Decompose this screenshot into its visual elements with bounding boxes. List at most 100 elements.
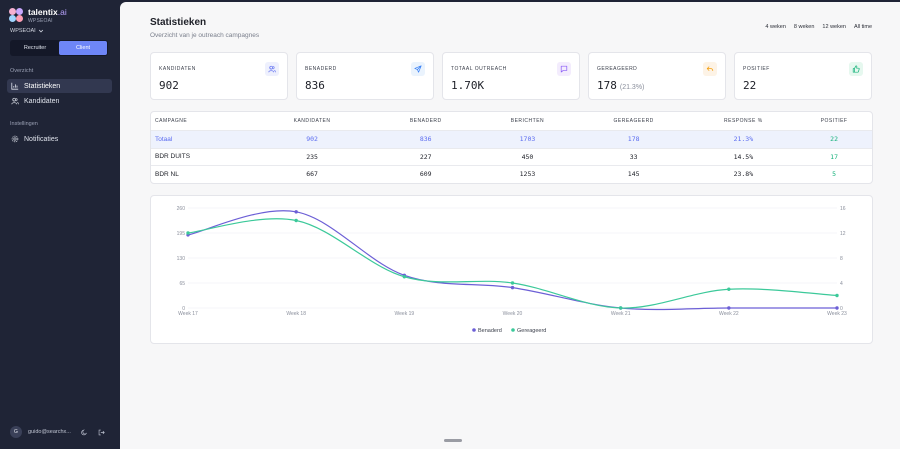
data-point-benaderd — [510, 285, 515, 290]
data-point-gereageerd — [835, 293, 839, 298]
x-tick-label: Week 21 — [611, 311, 631, 317]
table-cell: Totaal — [155, 135, 173, 143]
table-cell: 235 — [306, 152, 318, 161]
sidebar-section-settings: Instellingen — [10, 121, 38, 127]
data-point-benaderd — [294, 210, 298, 214]
data-point-gereageerd — [618, 306, 623, 310]
avatar[interactable]: G — [10, 426, 22, 438]
range-12-weken[interactable]: 12 weken — [822, 24, 846, 30]
legend-label: Gereageerd — [517, 328, 546, 334]
brand[interactable]: talentix.ai WPSEOAI — [9, 8, 67, 24]
column-header[interactable]: BENADERD — [409, 118, 442, 124]
y-right-tick-label: 4 — [840, 281, 843, 287]
y-left-tick-label: 260 — [177, 206, 186, 212]
series-line-benaderd — [187, 210, 837, 311]
sidebar-item-statistieken[interactable]: Statistieken — [7, 79, 112, 93]
sidebar-item-label: Statistieken — [24, 82, 61, 90]
table-row[interactable]: BDR NL 667 609 1253 145 23.8% 5 — [151, 165, 872, 183]
table-cell: 17 — [830, 152, 838, 161]
range-all-time[interactable]: All time — [853, 24, 872, 30]
stat-card-label: KANDIDATEN — [159, 66, 196, 72]
thumbs-up-icon — [849, 62, 863, 76]
series-line-gereageerd — [187, 218, 838, 309]
workspace-select[interactable]: WPSEOAI — [10, 28, 44, 34]
x-tick-label: Week 17 — [178, 311, 198, 317]
sidebar-section-overview: Overzicht — [10, 68, 34, 74]
users-icon — [265, 62, 279, 76]
data-point-gereageerd — [727, 287, 731, 291]
table-cell: 23.8% — [733, 170, 754, 179]
range-4-weken[interactable]: 4 weken — [765, 24, 786, 30]
table-row[interactable]: BDR DUITS 235 227 450 33 14.5% 17 — [151, 147, 872, 166]
client-toggle-button[interactable]: Client — [59, 41, 107, 55]
table-cell: 21.3% — [733, 135, 754, 144]
stat-card-benaderd: BENADERD 836 — [296, 52, 434, 100]
moon-icon[interactable] — [81, 429, 88, 436]
stat-card-gereageerd: GEREAGEERD 178 (21.3%) — [588, 52, 726, 100]
user-email: guido@searchx... — [28, 429, 71, 435]
main-content: Statistieken Overzicht van je outreach c… — [120, 2, 900, 449]
column-header[interactable]: CAMPAGNE — [155, 118, 188, 124]
line-chart: 0 65 130 195 260 0 4 8 12 16 Week 17 Week 18 Week 19… — [177, 206, 847, 334]
users-icon — [11, 97, 19, 105]
stat-card-percentage: (21.3%) — [619, 84, 645, 91]
legend-marker — [472, 328, 476, 332]
y-left-tick-label: 195 — [177, 231, 186, 237]
stat-card-value: 836 — [305, 79, 325, 92]
column-header[interactable]: RESPONSE % — [724, 118, 763, 124]
table-cell: 33 — [629, 152, 638, 161]
stat-card-label: BENADERD — [305, 66, 337, 72]
table-cell: 14.5% — [733, 152, 754, 161]
table-cell: 836 — [419, 135, 432, 144]
brand-name: talentix.ai — [28, 7, 67, 17]
x-tick-label: Week 20 — [503, 311, 523, 317]
gear-icon — [11, 135, 19, 143]
x-tick-label: Week 22 — [719, 311, 739, 317]
table-cell: 178 — [627, 135, 640, 144]
stat-card-kandidaten: KANDIDATEN 902 — [150, 52, 288, 100]
stat-card-value: 178 (21.3%) — [597, 79, 645, 92]
table-cell: 450 — [521, 152, 534, 161]
y-right-tick-label: 8 — [840, 256, 843, 262]
table-cell: 22 — [830, 135, 838, 144]
stat-card-label: GEREAGEERD — [597, 66, 638, 72]
table-header-row: CAMPAGNE KANDIDATEN BENADERD BERICHTEN G… — [151, 112, 872, 130]
stat-card-value: 1.70K — [451, 79, 485, 92]
stat-card-label: TOTAAL OUTREACH — [451, 66, 507, 72]
data-point-gereageerd — [402, 275, 407, 279]
data-point-benaderd — [727, 306, 731, 310]
column-header[interactable]: KANDIDATEN — [293, 118, 331, 124]
legend-label: Benaderd — [478, 328, 502, 334]
table-cell: 902 — [306, 135, 318, 144]
page-subtitle: Overzicht van je outreach campagnes — [150, 32, 260, 39]
column-header[interactable]: POSITIEF — [820, 118, 848, 124]
sidebar-item-kandidaten[interactable]: Kandidaten — [7, 94, 112, 108]
sidebar-item-notificaties[interactable]: Notificaties — [7, 132, 112, 146]
data-point-gereageerd — [294, 218, 298, 223]
page-title: Statistieken — [150, 17, 207, 28]
table-cell: 145 — [627, 170, 640, 179]
data-point-gereageerd — [510, 281, 515, 285]
sidebar-item-label: Notificaties — [24, 135, 59, 143]
line-chart-card: 0 65 130 195 260 0 4 8 12 16 Week 17 Week 18 Week 19… — [150, 195, 873, 344]
table-row-total: Totaal 902 836 1703 178 21.3% 22 — [151, 130, 872, 148]
y-right-tick-label: 12 — [840, 231, 846, 237]
send-icon — [411, 62, 425, 76]
campaign-table: CAMPAGNE KANDIDATEN BENADERD BERICHTEN G… — [150, 111, 873, 184]
x-tick-label: Week 19 — [395, 311, 415, 317]
legend-marker — [511, 328, 515, 332]
recruiter-toggle-button[interactable]: Recruiter — [23, 45, 47, 51]
logout-icon[interactable] — [98, 429, 105, 436]
stat-card-value: 902 — [159, 79, 179, 92]
column-header[interactable]: GEREAGEERD — [613, 118, 654, 124]
role-toggle: Recruiter Client — [10, 40, 108, 56]
scroll-handle[interactable] — [444, 439, 462, 442]
bar-chart-icon — [11, 82, 19, 90]
range-8-weken[interactable]: 8 weken — [793, 24, 815, 30]
data-point-benaderd — [835, 306, 839, 310]
column-header[interactable]: BERICHTEN — [510, 118, 545, 124]
x-tick-label: Week 18 — [286, 311, 306, 317]
talentix-logo-icon — [9, 8, 24, 23]
table-cell: 1703 — [519, 135, 536, 144]
x-tick-label: Week 23 — [827, 311, 847, 317]
